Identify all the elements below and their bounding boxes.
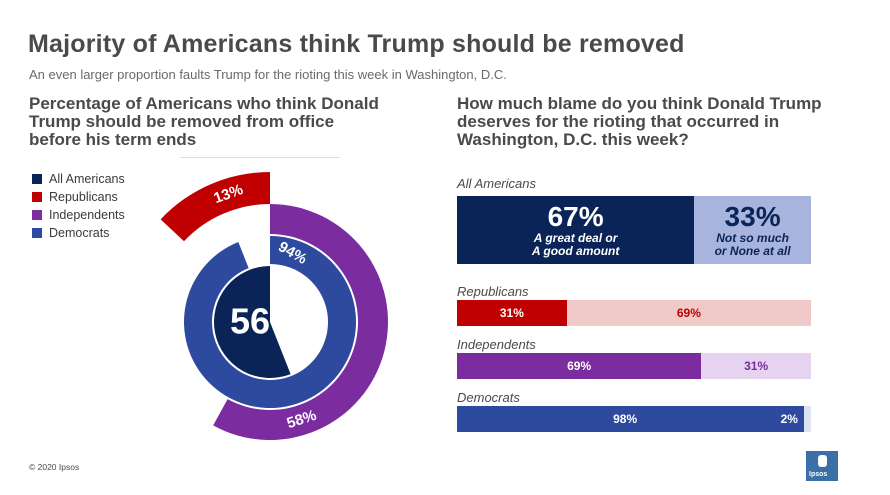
legend-swatch (32, 174, 42, 184)
group-label-rep: Republicans (457, 284, 529, 299)
data-label: 69% (567, 359, 592, 373)
data-label-all-americans: 56% (230, 301, 302, 342)
bar-row-rep: 31% 69% (457, 300, 811, 326)
segment-caption: Not so much or None at all (714, 231, 791, 258)
left-question: Percentage of Americans who think Donald… (29, 94, 379, 149)
data-label: 31% (499, 306, 524, 320)
legend-item-all: All Americans (32, 170, 125, 188)
data-label: 2% (780, 412, 798, 426)
segment-caption: A great deal or A good amount (531, 231, 620, 258)
legend-item-dem: Democrats (32, 224, 125, 242)
removal-radial-chart: 56%13%94%58% (160, 172, 389, 440)
bar-row-dem: 98% 2% (457, 406, 811, 432)
right-question: How much blame do you think Donald Trump… (457, 94, 822, 149)
legend-label: Independents (49, 208, 125, 222)
data-label: 67% (547, 201, 604, 232)
legend-label: Republicans (49, 190, 118, 204)
group-label-all: All Americans (457, 176, 536, 191)
legend-swatch (32, 192, 42, 202)
logo-text: Ipsos (809, 471, 828, 478)
data-label: 69% (676, 306, 701, 320)
legend-swatch (32, 210, 42, 220)
group-label-dem: Democrats (457, 390, 520, 405)
arc-republicans (160, 172, 270, 242)
bar-segment-ind-1: 69% (457, 353, 702, 379)
chart-title: Majority of Americans think Trump should… (28, 30, 685, 58)
arc-independents (213, 204, 389, 440)
copyright: © 2020 Ipsos (29, 462, 80, 472)
legend-swatch (32, 228, 42, 238)
bar-row-all: 67% A great deal or A good amount 33% Not… (457, 196, 811, 264)
chart-subtitle: An even larger proportion faults Trump f… (29, 67, 507, 82)
bar-segment-all-removed: 67% A great deal or A good amount (457, 196, 695, 264)
bar-segment-ind-2: 31% (701, 353, 811, 379)
divider (180, 157, 340, 158)
bar-segment-rep-2: 69% (566, 300, 811, 326)
data-label: 33% (724, 201, 781, 232)
legend: All Americans Republicans Independents D… (32, 170, 125, 242)
bar-row-ind: 69% 31% (457, 353, 811, 379)
bar-segment-dem-2 (803, 406, 811, 432)
group-label-ind: Independents (457, 337, 536, 352)
bar-segment-all-not: 33% Not so much or None at all (694, 196, 811, 264)
data-label: 31% (744, 359, 769, 373)
bar-segment-dem-1: 98% 2% (457, 406, 804, 432)
ipsos-logo: Ipsos (806, 451, 838, 481)
arc-democrats (183, 236, 356, 408)
legend-item-rep: Republicans (32, 188, 125, 206)
legend-item-ind: Independents (32, 206, 125, 224)
logo-mark-icon (818, 455, 827, 467)
legend-label: Democrats (49, 226, 110, 240)
data-label: 98% (613, 412, 638, 426)
bar-segment-rep-1: 31% (457, 300, 567, 326)
arc-all-americans (214, 266, 291, 378)
legend-label: All Americans (49, 172, 125, 186)
